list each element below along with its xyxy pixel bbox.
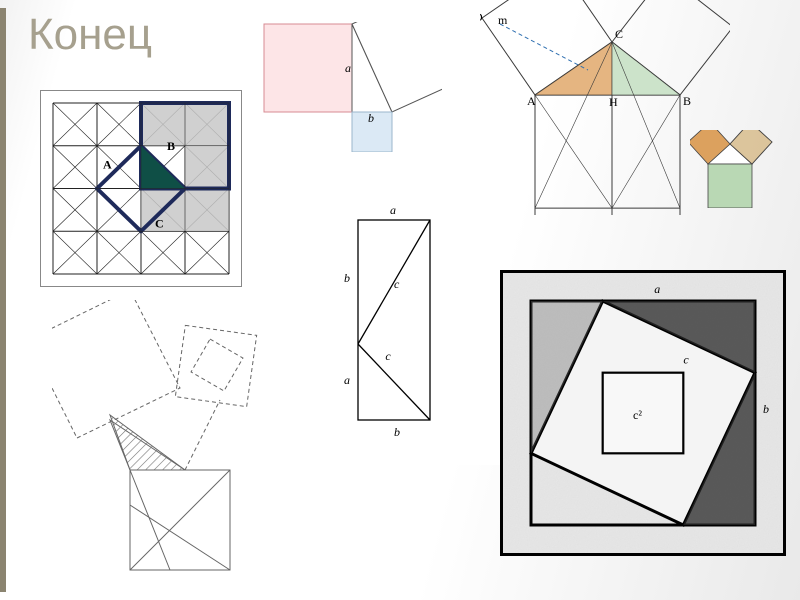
figure-dashed-squares bbox=[52, 300, 292, 580]
svg-text:a: a bbox=[654, 282, 660, 296]
svg-text:B: B bbox=[167, 139, 175, 153]
svg-text:C: C bbox=[615, 27, 623, 41]
svg-text:c: c bbox=[385, 349, 391, 363]
svg-text:c: c bbox=[394, 277, 400, 291]
svg-text:D: D bbox=[480, 10, 483, 24]
svg-text:a: a bbox=[345, 61, 351, 75]
figure-abc-rectangle: a b a b c c bbox=[320, 200, 500, 465]
figure-c-squared: a b c c² bbox=[500, 270, 786, 556]
svg-text:H: H bbox=[609, 95, 618, 109]
svg-text:A: A bbox=[103, 158, 112, 172]
svg-text:b: b bbox=[368, 111, 374, 125]
svg-text:b: b bbox=[763, 402, 769, 416]
svg-text:a: a bbox=[344, 373, 350, 387]
slide: Конец ABC ab DEFGCABHmrst ababcc abcc² bbox=[0, 0, 800, 600]
page-title: Конец bbox=[28, 10, 152, 60]
accent-strip bbox=[0, 8, 6, 592]
svg-text:m: m bbox=[498, 13, 508, 27]
svg-text:A: A bbox=[527, 94, 536, 108]
svg-text:a: a bbox=[390, 203, 396, 217]
svg-text:b: b bbox=[344, 271, 350, 285]
svg-text:c: c bbox=[683, 353, 689, 367]
figure-grid-squares: A B C bbox=[40, 90, 242, 287]
svg-text:C: C bbox=[155, 216, 164, 230]
figure-pink-blue-squares: ab bbox=[262, 22, 442, 152]
svg-text:B: B bbox=[683, 94, 691, 108]
svg-text:b: b bbox=[394, 425, 400, 439]
figure-mini-pythagoras bbox=[690, 130, 785, 208]
svg-text:c²: c² bbox=[633, 408, 642, 422]
